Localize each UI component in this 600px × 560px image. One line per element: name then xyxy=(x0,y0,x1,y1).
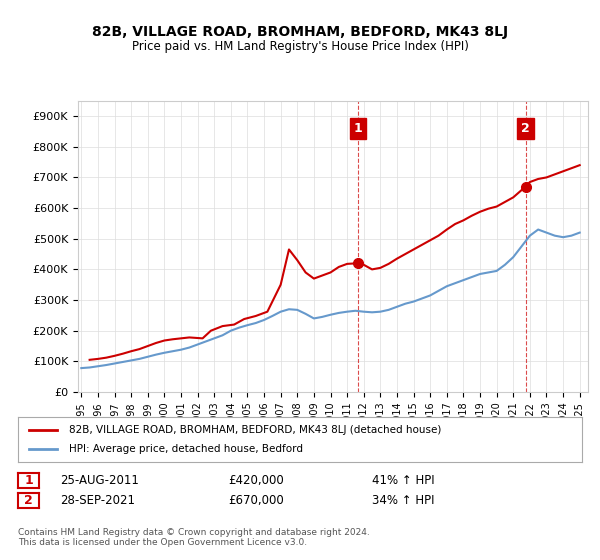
Text: Contains HM Land Registry data © Crown copyright and database right 2024.
This d: Contains HM Land Registry data © Crown c… xyxy=(18,528,370,547)
Text: 28-SEP-2021: 28-SEP-2021 xyxy=(60,494,135,507)
Text: 82B, VILLAGE ROAD, BROMHAM, BEDFORD, MK43 8LJ: 82B, VILLAGE ROAD, BROMHAM, BEDFORD, MK4… xyxy=(92,25,508,39)
Text: 41% ↑ HPI: 41% ↑ HPI xyxy=(372,474,434,487)
Text: £420,000: £420,000 xyxy=(228,474,284,487)
Text: 2: 2 xyxy=(24,494,33,507)
Text: HPI: Average price, detached house, Bedford: HPI: Average price, detached house, Bedf… xyxy=(69,445,303,455)
Text: 82B, VILLAGE ROAD, BROMHAM, BEDFORD, MK43 8LJ (detached house): 82B, VILLAGE ROAD, BROMHAM, BEDFORD, MK4… xyxy=(69,424,441,435)
Text: 2: 2 xyxy=(521,122,530,135)
Text: 1: 1 xyxy=(24,474,33,487)
Text: 34% ↑ HPI: 34% ↑ HPI xyxy=(372,494,434,507)
Text: Price paid vs. HM Land Registry's House Price Index (HPI): Price paid vs. HM Land Registry's House … xyxy=(131,40,469,53)
Text: 25-AUG-2011: 25-AUG-2011 xyxy=(60,474,139,487)
Text: £670,000: £670,000 xyxy=(228,494,284,507)
Text: 1: 1 xyxy=(353,122,362,135)
